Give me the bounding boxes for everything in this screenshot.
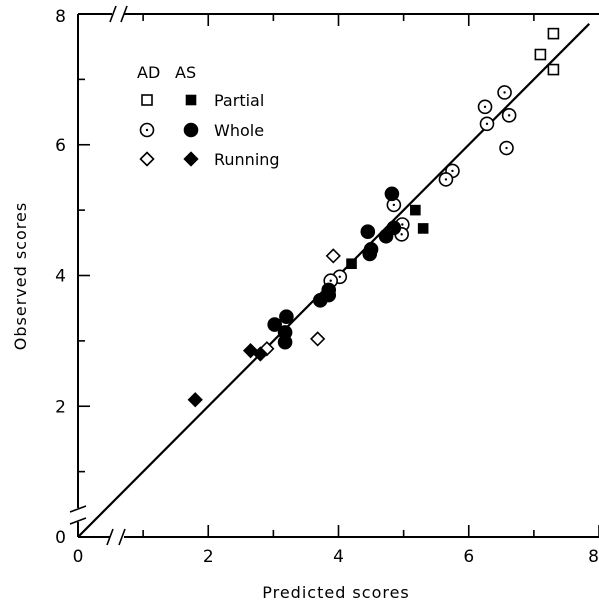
x-axis-title: Predicted scores xyxy=(262,583,410,602)
y-axis-title: Observed scores xyxy=(11,202,30,350)
point-whole-as xyxy=(267,317,282,332)
point-whole-ad xyxy=(497,85,512,100)
y-tick-label: 8 xyxy=(55,7,66,27)
point-partial-ad xyxy=(547,63,560,76)
legend-marker-whole-ad xyxy=(139,122,155,138)
legend-marker-whole-as xyxy=(183,122,199,138)
point-partial-ad xyxy=(534,48,547,61)
point-partial-ad xyxy=(547,27,560,40)
point-whole-as xyxy=(279,309,294,324)
x-axis-break-mark xyxy=(106,528,126,546)
point-partial-as xyxy=(346,258,357,270)
y-axis-break-mark xyxy=(69,505,87,525)
legend-label-partial: Partial xyxy=(214,91,264,110)
point-running-ad xyxy=(310,331,326,347)
legend-marker-partial-ad xyxy=(141,94,153,106)
point-whole-as xyxy=(277,334,293,350)
y-tick-label: 6 xyxy=(55,136,66,156)
x-tick-label: 2 xyxy=(203,547,214,567)
tick-marks xyxy=(78,13,599,537)
legend-label-whole: Whole xyxy=(214,121,264,140)
tick-labels: 0 2 4 6 8 0 2 4 6 8 xyxy=(55,7,599,567)
x-tick-label: 0 xyxy=(73,547,84,567)
y-tick-label: 2 xyxy=(55,397,66,417)
point-running-as xyxy=(252,346,268,362)
point-whole-ad xyxy=(501,108,517,123)
x-tick-label: 6 xyxy=(463,547,474,567)
point-whole-as xyxy=(360,224,376,239)
x-tick-label: 4 xyxy=(333,547,344,567)
legend: AD AS Partial Whole Running xyxy=(137,63,280,169)
legend-header-ad: AD xyxy=(137,63,160,82)
point-whole-as xyxy=(312,293,328,308)
axes xyxy=(69,5,599,546)
top-frame-break-mark xyxy=(109,5,128,23)
x-tick-label: 8 xyxy=(588,547,599,567)
point-whole-as xyxy=(384,186,400,202)
point-running-ad xyxy=(325,248,341,264)
point-running-as xyxy=(187,392,203,408)
point-whole-ad xyxy=(499,140,514,156)
legend-label-running: Running xyxy=(214,150,280,169)
legend-marker-running-as xyxy=(183,151,199,167)
legend-header-as: AS xyxy=(175,63,196,82)
point-whole-ad xyxy=(479,116,495,132)
legend-markers xyxy=(139,94,199,167)
point-whole-as xyxy=(378,228,394,244)
point-whole-as xyxy=(362,246,378,262)
data-points xyxy=(187,27,560,408)
point-partial-as xyxy=(417,223,429,234)
legend-marker-running-ad xyxy=(139,151,155,167)
y-tick-label: 0 xyxy=(55,528,66,548)
point-partial-as xyxy=(410,204,421,216)
point-whole-ad xyxy=(477,99,493,115)
y-tick-label: 4 xyxy=(55,267,66,287)
legend-marker-partial-as xyxy=(185,94,197,106)
point-whole-ad xyxy=(438,172,454,187)
